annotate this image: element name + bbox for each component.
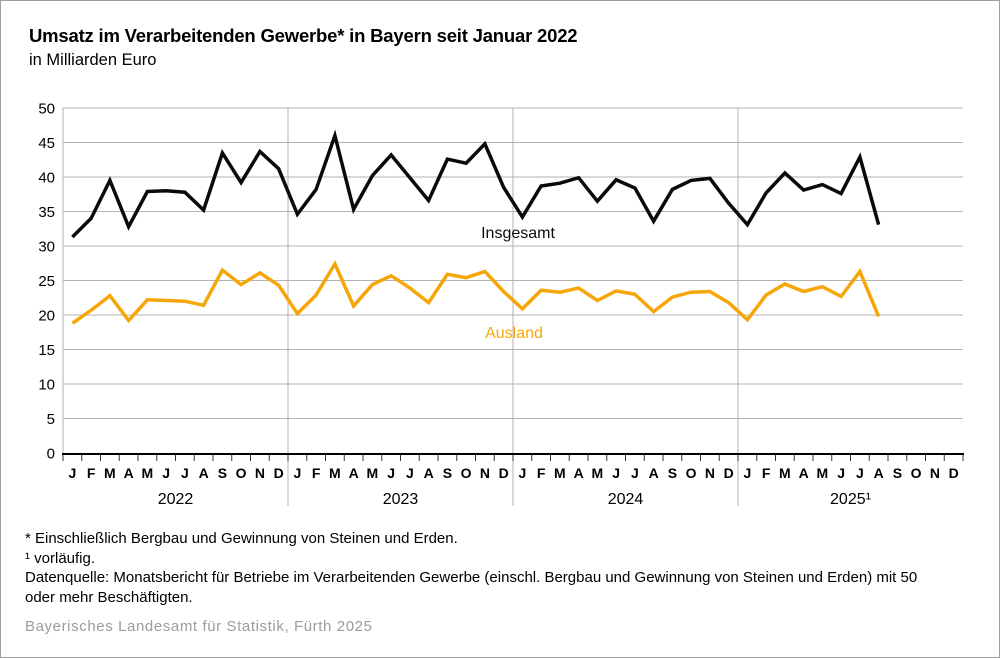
svg-text:A: A [874, 465, 884, 481]
svg-text:N: N [480, 465, 490, 481]
svg-text:J: J [856, 465, 864, 481]
svg-text:O: O [461, 465, 472, 481]
svg-text:2024: 2024 [608, 491, 644, 508]
svg-text:30: 30 [38, 239, 55, 256]
svg-text:M: M [329, 465, 341, 481]
svg-text:J: J [518, 465, 526, 481]
svg-text:S: S [443, 465, 452, 481]
svg-text:O: O [911, 465, 922, 481]
svg-text:F: F [87, 465, 96, 481]
svg-text:A: A [199, 465, 209, 481]
svg-text:D: D [949, 465, 959, 481]
svg-text:D: D [499, 465, 509, 481]
svg-text:F: F [762, 465, 771, 481]
svg-text:20: 20 [38, 308, 55, 325]
year-labels: 2022 2023 2024 2025¹ [158, 491, 871, 508]
svg-text:D: D [274, 465, 284, 481]
svg-text:2023: 2023 [383, 491, 419, 508]
svg-text:F: F [312, 465, 321, 481]
svg-text:A: A [574, 465, 584, 481]
svg-text:M: M [554, 465, 566, 481]
svg-text:15: 15 [38, 342, 55, 359]
svg-text:N: N [705, 465, 715, 481]
svg-text:M: M [817, 465, 829, 481]
svg-text:A: A [349, 465, 359, 481]
svg-text:A: A [799, 465, 809, 481]
svg-text:S: S [668, 465, 677, 481]
source-line: Bayerisches Landesamt für Statistik, Für… [25, 618, 373, 635]
svg-text:D: D [724, 465, 734, 481]
footnote-datasource: Datenquelle: Monatsbericht für Betriebe … [25, 569, 918, 606]
svg-text:2025¹: 2025¹ [830, 491, 871, 508]
svg-text:2022: 2022 [158, 491, 194, 508]
svg-text:M: M [779, 465, 791, 481]
svg-text:50: 50 [38, 101, 55, 118]
svg-text:J: J [631, 465, 639, 481]
svg-text:J: J [181, 465, 189, 481]
svg-text:F: F [537, 465, 546, 481]
svg-text:M: M [104, 465, 116, 481]
chart-subtitle: in Milliarden Euro [29, 51, 157, 69]
svg-text:A: A [424, 465, 434, 481]
svg-text:40: 40 [38, 170, 55, 187]
svg-text:35: 35 [38, 204, 55, 221]
svg-text:J: J [68, 465, 76, 481]
svg-text:A: A [649, 465, 659, 481]
series-line-ausland [71, 260, 881, 325]
year-separators [62, 108, 739, 506]
svg-text:M: M [592, 465, 604, 481]
svg-text:J: J [406, 465, 414, 481]
footnote-asterisk: * Einschließlich Bergbau und Gewinnung v… [25, 530, 458, 547]
svg-text:N: N [930, 465, 940, 481]
svg-text:M: M [367, 465, 379, 481]
svg-text:0: 0 [47, 446, 55, 463]
svg-text:A: A [124, 465, 134, 481]
svg-text:J: J [612, 465, 620, 481]
svg-text:45: 45 [38, 135, 55, 152]
svg-text:S: S [893, 465, 902, 481]
series-line-insgesamt [71, 129, 881, 239]
svg-text:M: M [142, 465, 154, 481]
svg-text:N: N [255, 465, 265, 481]
svg-text:S: S [218, 465, 227, 481]
svg-text:J: J [743, 465, 751, 481]
y-axis-labels: 0 5 10 15 20 25 30 35 40 45 50 [38, 101, 55, 463]
footnote-preliminary: ¹ vorläufig. [25, 549, 96, 567]
svg-text:J: J [387, 465, 395, 481]
svg-text:J: J [837, 465, 845, 481]
month-ticks [62, 455, 964, 461]
footnotes: * Einschließlich Bergbau und Gewinnung v… [25, 529, 947, 607]
svg-text:J: J [293, 465, 301, 481]
svg-text:10: 10 [38, 377, 55, 394]
svg-text:5: 5 [47, 411, 55, 428]
svg-text:J: J [162, 465, 170, 481]
chart-title: Umsatz im Verarbeitenden Gewerbe* in Bay… [29, 25, 578, 46]
series-label-insgesamt: Insgesamt [481, 225, 555, 242]
series-label-ausland: Ausland [485, 325, 543, 342]
svg-text:O: O [236, 465, 247, 481]
svg-text:O: O [686, 465, 697, 481]
svg-text:25: 25 [38, 273, 55, 290]
